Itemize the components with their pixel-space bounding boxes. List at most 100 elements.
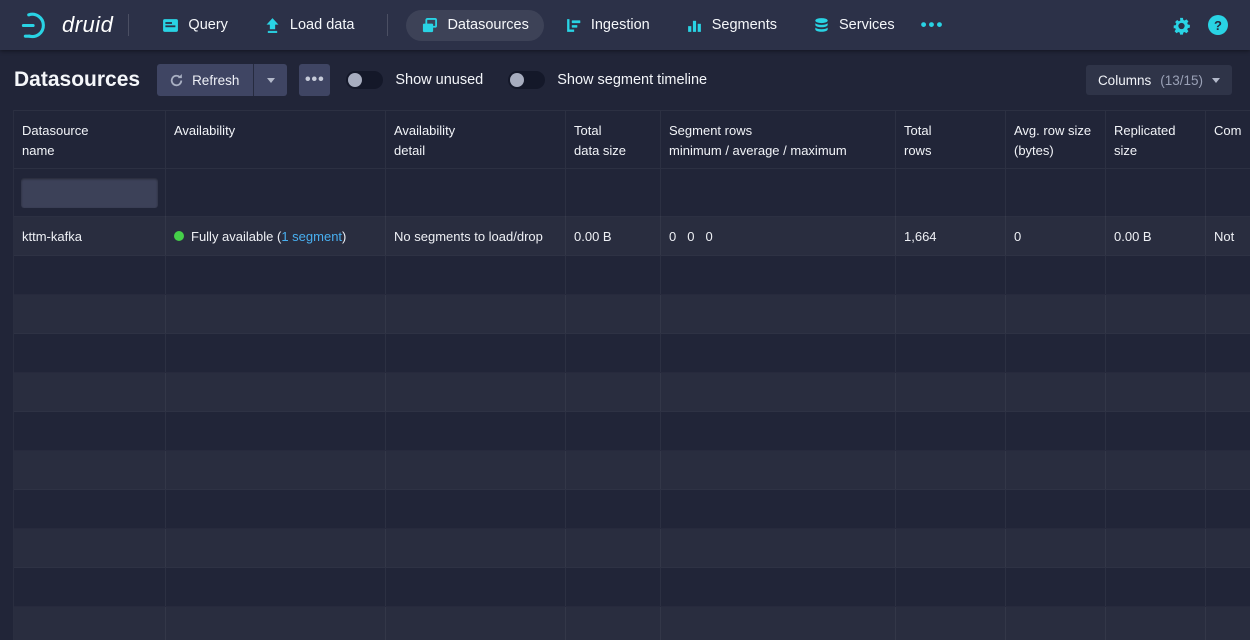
table-cell-empty — [661, 412, 896, 450]
table-cell-empty — [896, 256, 1006, 294]
nav-item-label: Ingestion — [590, 17, 650, 33]
availability-text: Fully available ( — [191, 228, 282, 244]
table-cell-empty — [896, 607, 1006, 640]
table-cell-empty — [14, 529, 166, 567]
table-cell-empty — [1106, 295, 1206, 333]
table-cell-empty — [896, 334, 1006, 372]
filter-cell — [566, 169, 661, 217]
columns-count: (13/15) — [1160, 72, 1203, 88]
nav-item-services[interactable]: Services — [798, 10, 910, 41]
column-header-availability[interactable]: Availability — [166, 111, 386, 168]
table-cell-empty — [661, 334, 896, 372]
availability-text-suffix: ) — [342, 228, 347, 244]
column-header-total-data-size[interactable]: Total data size — [566, 111, 661, 168]
table-cell-empty — [386, 295, 566, 333]
table-cell-empty — [1106, 451, 1206, 489]
column-header-datasource-name[interactable]: Datasource name — [14, 111, 166, 168]
table-cell-empty — [386, 607, 566, 640]
toggle-knob — [510, 73, 525, 87]
table-cell-empty — [661, 607, 896, 640]
table-cell-empty — [661, 490, 896, 528]
cell-total-data-size: 0.00 B — [566, 217, 661, 255]
nav-more-button[interactable]: ••• — [920, 15, 945, 34]
console-icon — [162, 17, 179, 34]
table-row-empty — [14, 607, 1250, 640]
table-cell-empty — [14, 412, 166, 450]
table-cell-empty — [1106, 412, 1206, 450]
table-cell-empty — [566, 490, 661, 528]
chevron-down-icon — [266, 77, 275, 83]
table-cell-empty — [661, 295, 896, 333]
table-row-empty — [14, 295, 1250, 334]
show-segment-timeline-label: Show segment timeline — [557, 72, 708, 88]
table-cell-empty — [1006, 529, 1106, 567]
table-cell-empty — [386, 451, 566, 489]
table-cell-empty — [1206, 412, 1250, 450]
druid-logo-icon — [20, 10, 53, 41]
refresh-button[interactable]: Refresh — [157, 64, 254, 96]
page-title: Datasources — [14, 68, 141, 91]
table-cell-empty — [1006, 334, 1106, 372]
refresh-interval-dropdown-button[interactable] — [253, 64, 288, 96]
column-header-compaction[interactable]: Com — [1206, 111, 1250, 168]
nav-item-load-data[interactable]: Load data — [249, 10, 370, 41]
show-segment-timeline-toggle-group[interactable]: Show segment timeline — [508, 71, 707, 89]
nav-item-segments[interactable]: Segments — [671, 10, 792, 41]
segment-count-link[interactable]: 1 segment — [281, 228, 343, 244]
nav-item-label: Query — [188, 17, 228, 33]
show-segment-timeline-toggle[interactable] — [508, 71, 546, 89]
table-cell-empty — [566, 607, 661, 640]
table-cell-empty — [1106, 568, 1206, 606]
datasource-name-filter-input[interactable] — [21, 178, 158, 208]
toggle-knob — [348, 73, 363, 87]
nav-item-ingestion[interactable]: Ingestion — [550, 10, 665, 41]
table-cell-empty — [1206, 295, 1250, 333]
nav-item-query[interactable]: Query — [147, 10, 243, 41]
nav-item-datasources[interactable]: Datasources — [406, 9, 544, 41]
table-cell-empty — [1206, 529, 1250, 567]
table-cell-empty — [386, 373, 566, 411]
table-cell-empty — [896, 295, 1006, 333]
table-cell-empty — [166, 451, 386, 489]
column-header-avg-row-size[interactable]: Avg. row size (bytes) — [1006, 111, 1106, 168]
help-icon[interactable]: ? — [1208, 15, 1228, 35]
table-cell-empty — [14, 451, 166, 489]
cell-availability: Fully available ( 1 segment ) — [166, 217, 386, 255]
table-row-empty — [14, 490, 1250, 529]
table-cell-empty — [1206, 256, 1250, 294]
more-actions-button[interactable]: ••• — [299, 64, 331, 96]
settings-gear-icon[interactable] — [1172, 16, 1191, 35]
table-cell-empty — [661, 256, 896, 294]
table-row-empty — [14, 529, 1250, 568]
view-toolbar: Datasources Refresh ••• Show unused Show… — [0, 50, 1250, 110]
availability-status-dot — [174, 231, 184, 241]
cell-total-rows: 1,664 — [896, 217, 1006, 255]
table-cell-empty — [896, 490, 1006, 528]
column-header-replicated-size[interactable]: Replicated size — [1106, 111, 1206, 168]
show-unused-toggle[interactable] — [346, 71, 384, 89]
nav-item-label: Datasources — [447, 17, 529, 33]
column-header-availability-detail[interactable]: Availability detail — [386, 111, 566, 168]
table-cell-empty — [566, 568, 661, 606]
brand-name: druid — [62, 12, 114, 37]
table-cell-empty — [1206, 451, 1250, 489]
show-unused-toggle-group[interactable]: Show unused — [346, 71, 483, 89]
druid-logo[interactable]: druid — [20, 10, 113, 41]
table-cell-empty — [1206, 607, 1250, 640]
columns-dropdown-button[interactable]: Columns (13/15) — [1085, 65, 1232, 95]
table-cell-empty — [14, 256, 166, 294]
table-cell-empty — [896, 373, 1006, 411]
table-cell-empty — [386, 334, 566, 372]
segment-rows-min: 0 — [669, 228, 677, 244]
table-cell-empty — [896, 451, 1006, 489]
column-header-total-rows[interactable]: Total rows — [896, 111, 1006, 168]
column-header-segment-rows[interactable]: Segment rows minimum / average / maximum — [661, 111, 896, 168]
filter-cell — [386, 169, 566, 217]
table-cell-empty — [1206, 334, 1250, 372]
segment-rows-max: 0 — [705, 228, 713, 244]
table-row-kttm-kafka: kttm-kafka Fully available ( 1 segment )… — [14, 217, 1250, 256]
cell-datasource-name[interactable]: kttm-kafka — [14, 217, 166, 255]
top-navbar: druid Query Load data Datasources Ingest… — [0, 0, 1250, 50]
filter-cell — [661, 169, 896, 217]
filter-cell-datasource-name — [14, 169, 166, 217]
